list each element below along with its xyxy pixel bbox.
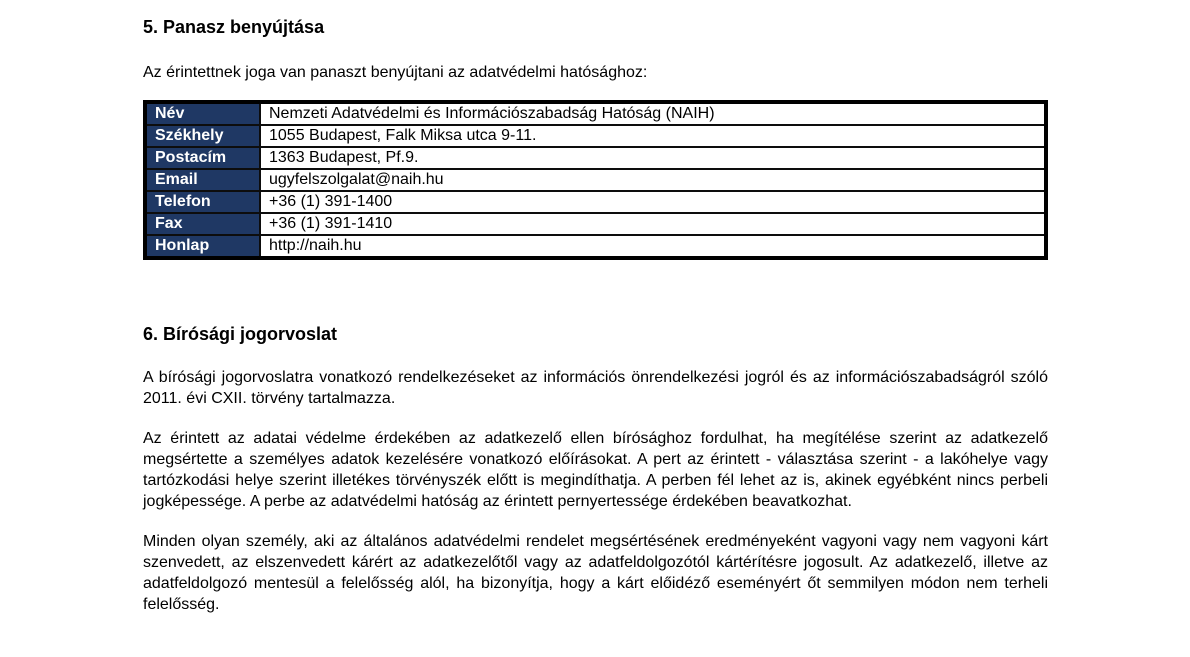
- section-6-paragraph-1: A bírósági jogorvoslatra vonatkozó rende…: [143, 369, 1048, 407]
- section-6-paragraph-3: Minden olyan személy, aki az általános a…: [143, 533, 1048, 613]
- table-row: Telefon +36 (1) 391-1400: [144, 190, 1047, 214]
- row-label-fax: Fax: [144, 212, 261, 236]
- row-label-szekhely: Székhely: [144, 124, 261, 148]
- row-label-postacim: Postacím: [144, 146, 261, 170]
- row-label-honlap: Honlap: [144, 234, 261, 259]
- table-row: Honlap http://naih.hu: [144, 234, 1047, 259]
- row-value-fax: +36 (1) 391-1410: [259, 212, 1047, 236]
- table-row: Név Nemzeti Adatvédelmi és Információsza…: [144, 101, 1047, 126]
- row-label-email: Email: [144, 168, 261, 192]
- authority-contact-table: Név Nemzeti Adatvédelmi és Információsza…: [143, 100, 1048, 260]
- table-row: Székhely 1055 Budapest, Falk Miksa utca …: [144, 124, 1047, 148]
- section-5-heading: 5. Panasz benyújtása: [143, 17, 325, 37]
- section-5-intro: Az érintettnek joga van panaszt benyújta…: [143, 64, 648, 81]
- row-value-email: ugyfelszolgalat@naih.hu: [259, 168, 1047, 192]
- row-value-szekhely: 1055 Budapest, Falk Miksa utca 9-11.: [259, 124, 1047, 148]
- table-row: Postacím 1363 Budapest, Pf.9.: [144, 146, 1047, 170]
- document-page: 5. Panasz benyújtása Az érintettnek joga…: [143, 0, 1048, 615]
- row-label-nev: Név: [144, 101, 261, 126]
- section-6-paragraph-2: Az érintett az adatai védelme érdekében …: [143, 430, 1048, 510]
- row-value-postacim: 1363 Budapest, Pf.9.: [259, 146, 1047, 170]
- section-6-heading: 6. Bírósági jogorvoslat: [143, 324, 338, 344]
- row-value-nev: Nemzeti Adatvédelmi és Információszabads…: [259, 101, 1047, 126]
- row-value-telefon: +36 (1) 391-1400: [259, 190, 1047, 214]
- row-value-honlap: http://naih.hu: [259, 234, 1047, 259]
- table-row: Fax +36 (1) 391-1410: [144, 212, 1047, 236]
- table-row: Email ugyfelszolgalat@naih.hu: [144, 168, 1047, 192]
- row-label-telefon: Telefon: [144, 190, 261, 214]
